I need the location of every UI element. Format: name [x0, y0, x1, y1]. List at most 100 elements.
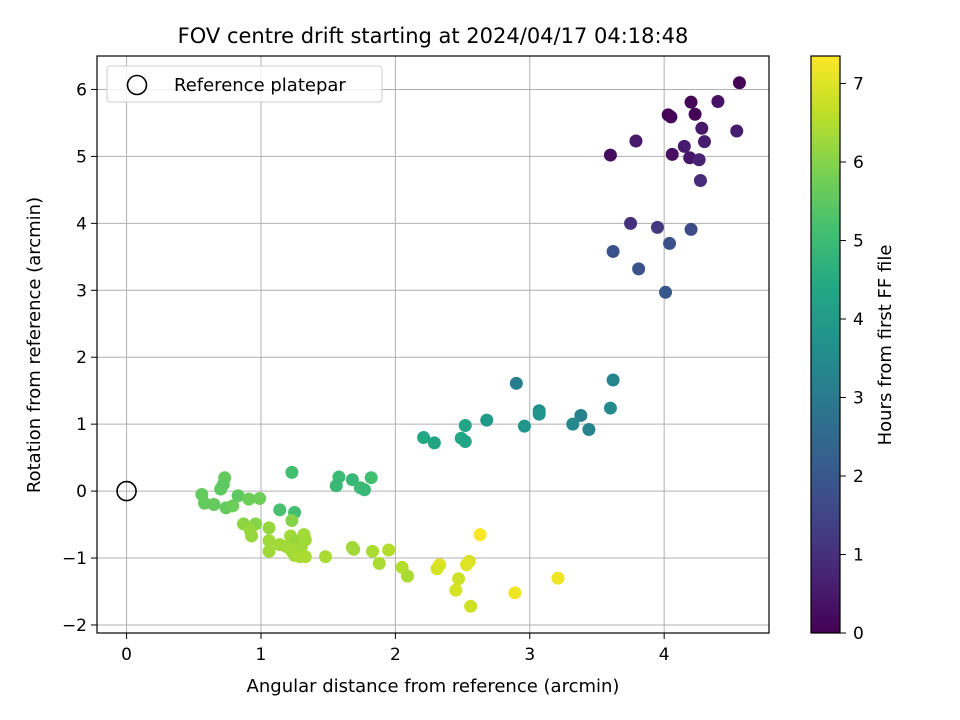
- chart-title: FOV centre drift starting at 2024/04/17 …: [178, 24, 689, 48]
- data-point: [245, 529, 259, 543]
- data-point: [298, 550, 312, 564]
- data-point: [273, 503, 287, 517]
- y-tick-label: 4: [76, 214, 87, 234]
- data-point: [458, 418, 472, 432]
- data-point: [603, 401, 617, 415]
- grid-lines: [97, 56, 769, 633]
- data-point: [318, 550, 332, 564]
- data-point: [692, 153, 706, 167]
- data-point: [207, 497, 221, 511]
- colorbar-tick-label: 0: [853, 624, 864, 644]
- data-point: [329, 479, 343, 493]
- data-point: [357, 483, 371, 497]
- data-point: [517, 419, 531, 433]
- y-axis-label: Rotation from reference (arcmin): [24, 197, 45, 493]
- y-tick-label: 1: [76, 415, 87, 435]
- data-point: [582, 423, 596, 437]
- data-point: [603, 148, 617, 162]
- data-point: [730, 124, 744, 138]
- data-point: [551, 571, 565, 585]
- data-point: [427, 436, 441, 450]
- colorbar-tick-label: 4: [853, 310, 864, 330]
- plot-area: 0 1 2 3 4 −2 −1 0 1 2 3 4 5 6: [62, 55, 770, 665]
- colorbar-tick-label: 1: [853, 545, 864, 565]
- colorbar-frame: [810, 55, 841, 634]
- x-tick-label: 4: [659, 645, 670, 665]
- y-tick-label: −2: [62, 616, 87, 636]
- x-axis-ticks: 0 1 2 3 4: [121, 633, 670, 665]
- data-point: [253, 491, 267, 505]
- data-point: [606, 244, 620, 258]
- data-point: [574, 408, 588, 422]
- data-point: [473, 528, 487, 542]
- data-point: [566, 417, 580, 431]
- data-point: [262, 521, 276, 535]
- y-tick-label: 0: [76, 482, 87, 502]
- legend-marker: [126, 74, 148, 96]
- data-point: [231, 489, 245, 503]
- plot-frame: [96, 55, 770, 634]
- colorbar-tick-label: 6: [853, 153, 864, 173]
- data-point: [345, 473, 359, 487]
- y-axis-ticks: −2 −1 0 1 2 3 4 5 6: [62, 80, 97, 636]
- data-point: [663, 236, 677, 250]
- data-point: [509, 376, 523, 390]
- y-tick-label: 5: [76, 147, 87, 167]
- x-tick-label: 3: [524, 645, 535, 665]
- data-point: [695, 121, 709, 135]
- x-tick-label: 0: [121, 645, 132, 665]
- data-point: [400, 569, 414, 583]
- legend-entry-reference-platepar: Reference platepar: [174, 75, 346, 96]
- y-tick-label: 2: [76, 348, 87, 368]
- y-tick-label: 6: [76, 80, 87, 100]
- y-tick-label: 3: [76, 281, 87, 301]
- data-points: [195, 76, 746, 613]
- data-point: [242, 492, 256, 506]
- data-point: [508, 586, 522, 600]
- data-point: [732, 76, 746, 90]
- data-point: [632, 262, 646, 276]
- data-point: [430, 562, 444, 576]
- data-point: [697, 135, 711, 149]
- plot-frame-bg: [97, 56, 769, 633]
- data-point: [460, 558, 474, 572]
- data-point: [382, 543, 396, 557]
- data-point: [650, 220, 664, 234]
- x-tick-label: 1: [256, 645, 267, 665]
- data-point: [624, 216, 638, 230]
- data-point: [285, 465, 299, 479]
- data-point: [347, 542, 361, 556]
- colorbar-ticks: 0 1 2 3 4 5 6 7: [840, 74, 864, 644]
- data-point: [677, 139, 691, 153]
- data-point: [684, 95, 698, 109]
- x-tick-label: 2: [390, 645, 401, 665]
- data-point: [665, 147, 679, 161]
- data-point: [606, 373, 620, 387]
- data-point: [214, 482, 228, 496]
- data-point: [711, 95, 725, 109]
- data-point: [532, 407, 546, 421]
- colorbar-tick-label: 7: [853, 74, 864, 94]
- data-point: [452, 572, 466, 586]
- data-point: [285, 514, 299, 528]
- x-axis-label: Angular distance from reference (arcmin): [247, 676, 620, 697]
- colorbar: 0 1 2 3 4 5 6 7 Hours from first FF file: [810, 55, 896, 644]
- reference-platepar-marker: [116, 480, 137, 502]
- legend: Reference platepar: [106, 65, 383, 103]
- data-point: [364, 471, 378, 485]
- colorbar-tick-label: 2: [853, 467, 864, 487]
- data-point: [417, 431, 431, 445]
- colorbar-label: Hours from first FF file: [875, 245, 896, 446]
- data-point: [366, 544, 380, 558]
- data-point: [449, 583, 463, 597]
- data-point: [664, 110, 678, 124]
- data-point: [226, 499, 240, 513]
- data-point: [262, 534, 276, 548]
- data-point: [372, 556, 386, 570]
- colorbar-tick-label: 5: [853, 231, 864, 251]
- data-point: [659, 285, 673, 299]
- data-point: [693, 174, 707, 188]
- data-point: [480, 413, 494, 427]
- data-point: [458, 435, 472, 449]
